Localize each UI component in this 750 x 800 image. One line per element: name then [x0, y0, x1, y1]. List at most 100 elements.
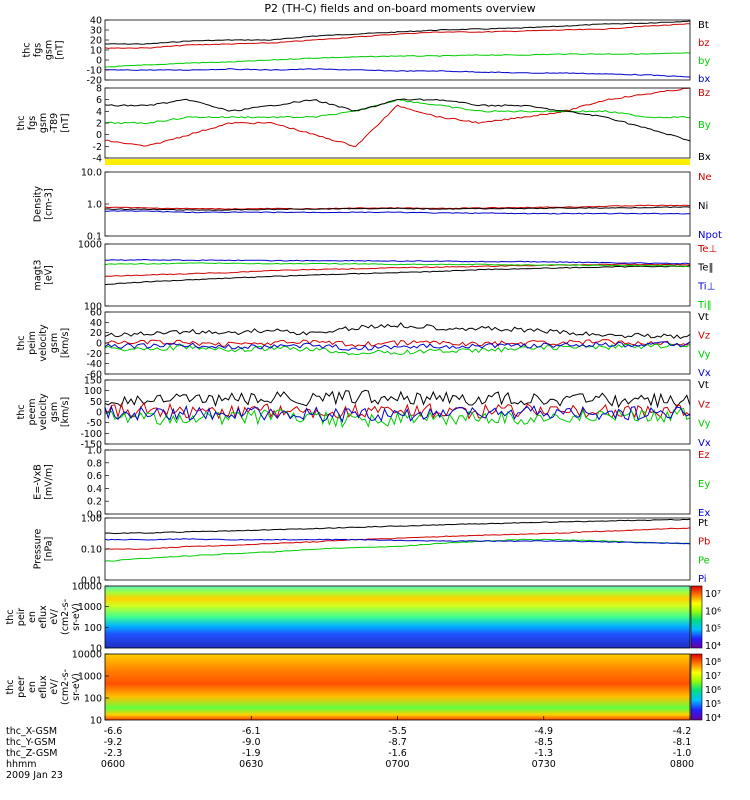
ytick-label: 0.01 [81, 576, 102, 587]
y-axis-label: thcpeemvelocitygsm[km/s] [16, 393, 71, 431]
ytick-label: 0 [96, 56, 102, 67]
series-bz [104, 23, 690, 49]
y-axis-label-line: (cm2-s- [60, 599, 71, 635]
y-axis-label-line: [km/s] [60, 397, 71, 427]
panel-frame [104, 517, 691, 581]
series-pe [104, 538, 691, 562]
series-te⊥ [104, 263, 691, 277]
spectrogram [105, 654, 690, 720]
y-axis-label-line: thc [16, 405, 27, 420]
ytick-label: 100 [84, 694, 102, 705]
ytick-label: 100 [84, 302, 102, 313]
y-axis-label-line: (cm2-s- [60, 669, 71, 705]
ytick-label: 100 [84, 386, 102, 397]
y-axis-label-line: -T89 [49, 113, 60, 133]
series-vt [104, 389, 691, 409]
ytick-label: 1.00 [81, 514, 102, 525]
ephemeris-table: thc_X-GSM thc_Y-GSM thc_Z-GSM hhmm 2009 … [6, 716, 694, 781]
ytick-label: 4 [96, 107, 102, 118]
legend-vt: Vt [698, 312, 709, 323]
legend-vx: Vx [698, 368, 711, 379]
ytick-label: 6 [96, 95, 102, 106]
legend-vy: Vy [698, 419, 711, 430]
series-bt [105, 20, 691, 45]
ephem-z: -1.6 [388, 748, 407, 759]
y-axis-label-line: thc [22, 43, 33, 58]
legend-vy: Vy [698, 349, 711, 360]
ephem-label-y: thc_Y-GSM [6, 737, 56, 748]
ytick-label: 0.2 [87, 497, 102, 508]
time-tick: 0730 [532, 759, 556, 770]
y-axis-label-line: magt3 [33, 260, 44, 291]
y-axis-label-line: sr-eV) [71, 603, 82, 631]
panel-7: 1.00.8 0.6 0.4 0.2 0.0 E=-VxB[mV/m] Ez Ey Ex [33, 446, 711, 521]
y-axis-label-line: eV/ [49, 608, 60, 624]
series-npot [104, 210, 690, 215]
legend-by: By [698, 120, 711, 131]
legend-pt: Pt [698, 518, 708, 529]
ytick-label: 10000 [72, 650, 102, 661]
ytick-label: -10 [86, 66, 102, 77]
series-vy [104, 407, 691, 429]
ytick-label: 10 [90, 46, 102, 57]
series-vx [104, 341, 691, 351]
ytick-label: -4 [93, 154, 102, 165]
colorbar-tick: 10⁷ [705, 589, 721, 600]
colorbar [690, 653, 703, 721]
y-axis-label-line: sr-eV) [71, 673, 82, 701]
series-vx [104, 404, 691, 424]
ytick-label: 8 [96, 84, 102, 95]
y-axis-label-line: thc [16, 336, 27, 351]
colorbar-tick: 10⁶ [705, 685, 721, 696]
time-tick: 0700 [385, 759, 409, 770]
ytick-label: 20 [90, 328, 102, 339]
y-axis-label-line: [nT] [60, 113, 71, 132]
legend-vt: Vt [698, 380, 709, 391]
y-axis-label-line: [eV] [44, 265, 55, 285]
y-axis-label-line: eflux [38, 605, 49, 629]
y-axis-label-line: [km/s] [60, 328, 71, 358]
series-ni [104, 206, 691, 211]
ytick-label: 0.4 [87, 484, 102, 495]
ytick-label: 1000 [78, 672, 102, 683]
y-axis-label-line: peim [27, 331, 38, 355]
series-pb [104, 527, 691, 550]
colorbar [690, 585, 703, 649]
ytick-label: -150 [80, 440, 102, 451]
legend-vz: Vz [698, 331, 710, 342]
colorbar-tick: 10⁸ [705, 657, 721, 668]
y-axis-label-line: thc [16, 116, 27, 131]
legend-vz: Vz [698, 399, 710, 410]
ytick-label: 10000 [72, 582, 102, 593]
ytick-label: 60 [90, 308, 102, 319]
y-axis-label-line: eV/ [49, 678, 60, 694]
colorbar-tick: 10⁶ [705, 606, 721, 617]
series-by [104, 98, 691, 125]
colorbar-tick: 10⁵ [705, 624, 721, 635]
time-tick: 0800 [670, 759, 694, 770]
y-axis-label-line: fgs [27, 116, 38, 130]
y-axis-label-line: fgs [33, 43, 44, 57]
series-te‖ [104, 265, 691, 286]
y-axis-label-line: [cm-3] [44, 188, 55, 219]
ytick-label: 0.6 [87, 471, 102, 482]
colorbar-tick: 10⁴ [705, 713, 721, 724]
series-ti⊥ [104, 258, 691, 265]
panel-frame [104, 585, 691, 649]
ytick-label: 1.0 [87, 200, 102, 211]
y-axis-label: thcpeirenefluxeV/(cm2-s-sr-eV) [5, 599, 82, 635]
ytick-label: -100 [80, 429, 102, 440]
ephem-x: -6.6 [104, 726, 123, 737]
y-axis-label: thcfgsgsm-T89[nT] [16, 113, 71, 133]
series-by [104, 52, 691, 68]
ephem-z: -1.0 [673, 748, 692, 759]
y-axis-label: Pressure[nPa] [33, 529, 55, 570]
series-vt [104, 322, 691, 340]
time-tick: 0630 [239, 759, 263, 770]
ytick-label: -40 [86, 359, 102, 370]
y-axis-label-line: en [27, 611, 38, 623]
y-axis-label-line: peem [27, 399, 38, 426]
panel-frame [104, 87, 691, 159]
